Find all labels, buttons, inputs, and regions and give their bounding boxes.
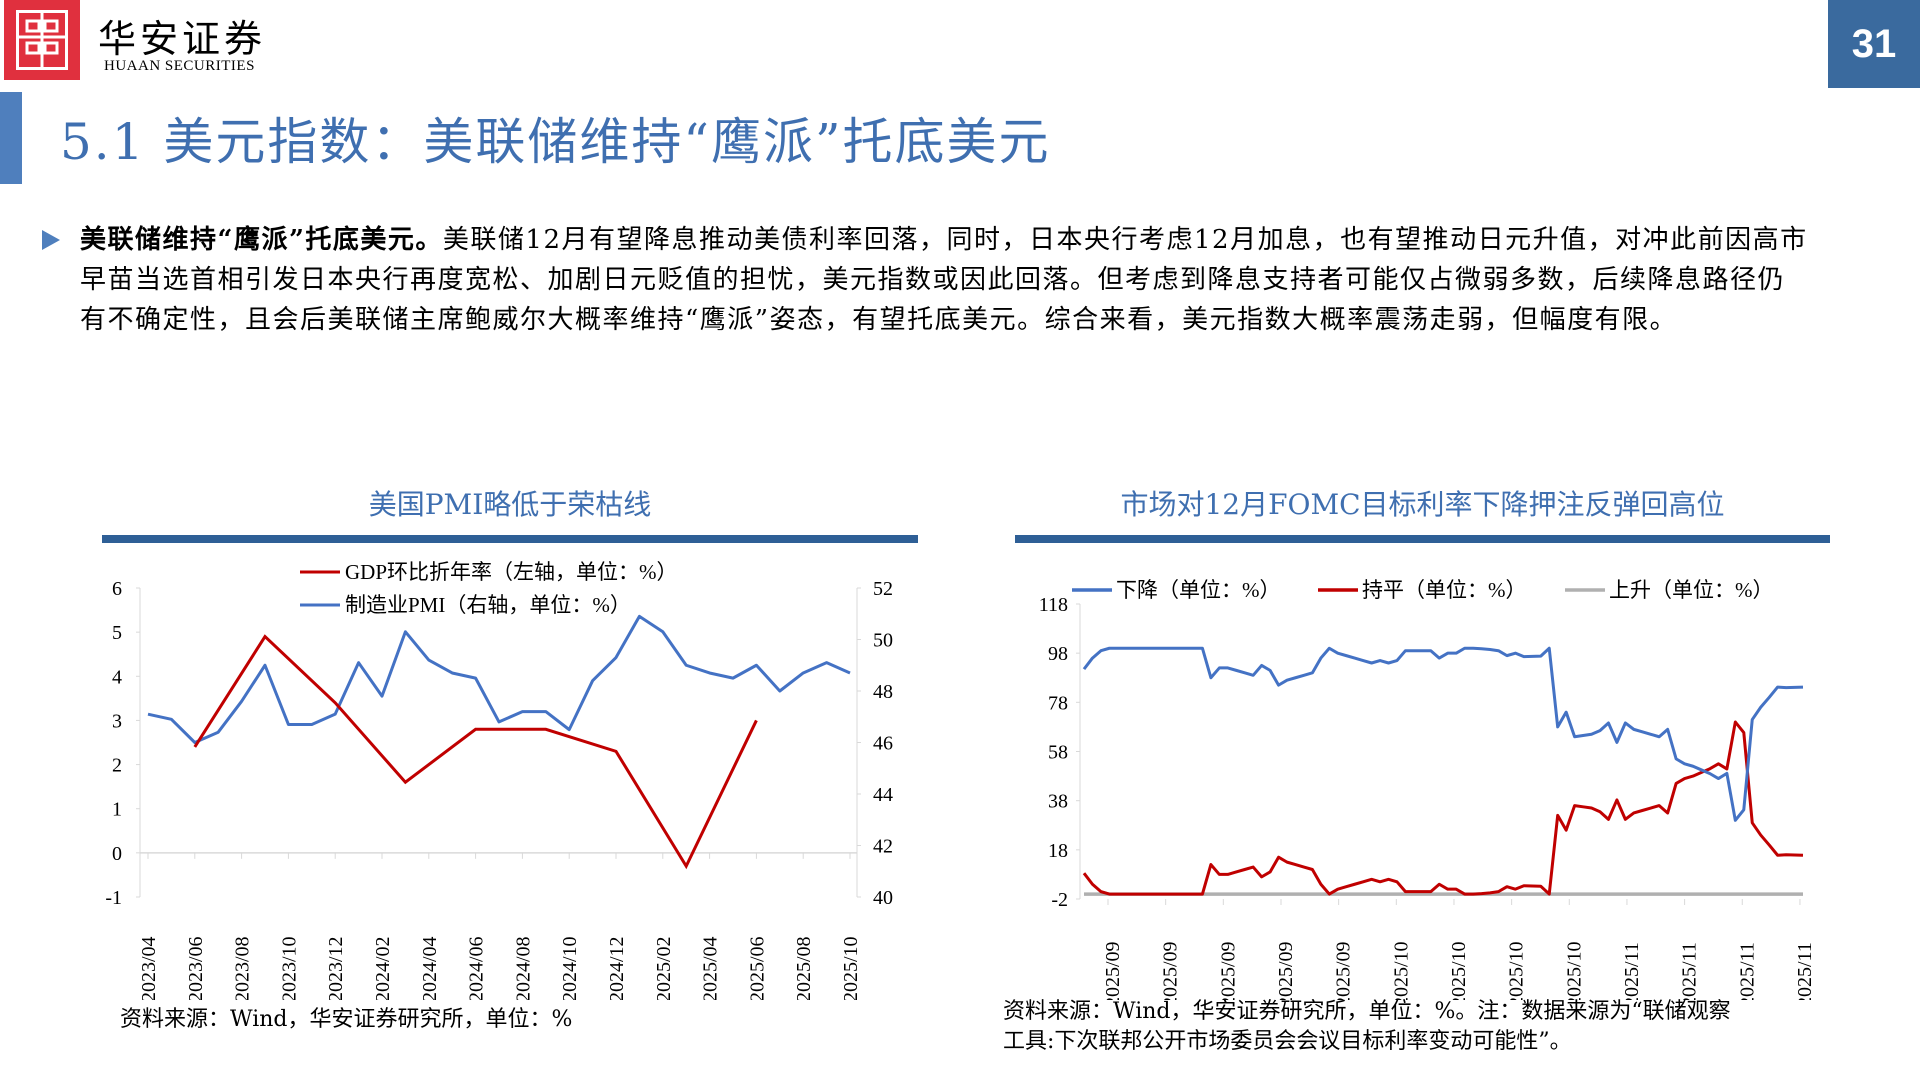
x-tick-label: 2025/09 (1275, 941, 1297, 1000)
x-tick-label: 2024/10 (559, 936, 581, 1000)
x-tick-label: 2025/11 (1736, 942, 1758, 1000)
x-tick-label: 2025/10 (1390, 941, 1412, 1000)
x-tick-label: 2025/09 (1333, 941, 1355, 1000)
right-y-tick: 50 (873, 630, 893, 652)
title-accent-bar (0, 92, 22, 184)
left-y-tick: -1 (105, 887, 122, 909)
x-tick-label: 2025/08 (793, 936, 815, 1000)
x-tick-label: 2025/11 (1794, 942, 1816, 1000)
x-tick-label: 2025/04 (700, 936, 722, 1000)
logo-english-name: HUAAN SECURITIES (104, 58, 255, 74)
x-tick-label: 2025/06 (746, 936, 768, 1000)
x-tick-label: 2023/04 (138, 936, 160, 1000)
y-tick: 38 (1048, 791, 1068, 813)
hold-line (1082, 720, 1804, 896)
x-tick-label: 2025/10 (840, 936, 862, 1000)
logo-glyph-icon (16, 10, 68, 70)
summary-body: 美联储12月有望降息推动美债利率回落，同时，日本央行考虑12月加息，也有望推动日… (80, 225, 1808, 335)
right-y-tick: 48 (873, 681, 893, 703)
bullet-arrow-icon (42, 230, 60, 250)
x-tick-label: 2025/11 (1679, 942, 1701, 1000)
y-tick: 18 (1048, 840, 1068, 862)
left-y-tick: 5 (112, 622, 122, 644)
summary-lead: 美联储维持“鹰派”托底美元。 (80, 225, 443, 255)
y-tick: 98 (1048, 643, 1068, 665)
y-tick: -2 (1051, 889, 1068, 911)
right-y-tick: 52 (873, 578, 893, 600)
legend-label: 上升（单位：%） (1609, 578, 1774, 602)
x-tick-label: 2025/09 (1217, 941, 1239, 1000)
right-chart-source-line1: 资料来源：Wind，华安证券研究所，单位：%。注：数据来源为“联储观察 (1003, 999, 1731, 1024)
right-y-tick: 46 (873, 733, 893, 755)
legend-gdp-label: GDP环比折年率（左轴，单位：%） (345, 560, 678, 584)
left-y-tick: 0 (112, 843, 122, 865)
y-tick: 58 (1048, 742, 1068, 764)
left-chart: -1 0 1 2 3 4 5 6 40 42 44 46 48 50 52 2023/04 2023/06 202… (105, 560, 893, 1000)
y-tick: 78 (1048, 692, 1068, 714)
x-tick-label: 2024/06 (466, 936, 488, 1000)
x-tick-label: 2025/11 (1621, 942, 1643, 1000)
x-tick-label: 2023/06 (185, 936, 207, 1000)
left-chart-source: 资料来源：Wind，华安证券研究所，单位：% (120, 1007, 573, 1032)
x-tick-label: 2025/09 (1102, 941, 1124, 1000)
left-chart-rule (102, 535, 918, 543)
right-y-tick: 40 (873, 887, 893, 909)
x-tick-label: 2024/12 (606, 936, 628, 1000)
x-tick-label: 2025/02 (653, 936, 675, 1000)
left-y-tick: 3 (112, 710, 122, 732)
x-tick-label: 2023/12 (325, 936, 347, 1000)
x-tick-label: 2025/10 (1448, 941, 1470, 1000)
x-tick-label: 2024/04 (419, 936, 441, 1000)
right-chart: -2 18 38 58 78 98 118 2025/09 2025/09 2025/09 2025… (1039, 578, 1816, 1000)
gdp-line (193, 634, 758, 870)
y-tick: 118 (1039, 594, 1068, 616)
right-y-tick: 44 (873, 784, 893, 806)
right-chart-rule (1015, 535, 1830, 543)
x-tick-label: 2025/10 (1563, 941, 1585, 1000)
left-chart-title: 美国PMI略低于荣枯线 (368, 488, 652, 521)
legend-label: 下降（单位：%） (1116, 578, 1281, 602)
logo-chinese-name: 华安证券 (98, 17, 267, 61)
logo-mark (4, 0, 80, 80)
right-chart-source-line2: 工具:下次联邦公开市场委员会会议目标利率变动可能性”。 (1003, 1029, 1572, 1054)
x-tick-label: 2025/10 (1506, 941, 1528, 1000)
cut-line (1082, 646, 1804, 822)
left-y-tick: 6 (112, 578, 122, 600)
x-tick-label: 2025/09 (1160, 941, 1182, 1000)
left-y-tick: 4 (112, 666, 122, 688)
page-number: 31 (1828, 0, 1920, 88)
x-tick-label: 2024/02 (372, 936, 394, 1000)
left-y-tick: 1 (112, 799, 122, 821)
page-title: 5.1 美元指数：美联储维持“鹰派”托底美元 (60, 113, 1051, 171)
x-tick-label: 2023/08 (232, 936, 254, 1000)
summary-paragraph: 美联储维持“鹰派”托底美元。美联储12月有望降息推动美债利率回落，同时，日本央行… (80, 220, 1810, 340)
right-chart-title: 市场对12月FOMC目标利率下降押注反弹回高位 (1120, 488, 1725, 521)
x-tick-label: 2023/10 (278, 936, 300, 1000)
pmi-line (147, 614, 851, 744)
right-y-tick: 42 (873, 836, 893, 858)
x-tick-label: 2024/08 (512, 936, 534, 1000)
legend-label: 持平（单位：%） (1362, 578, 1527, 602)
legend-pmi-label: 制造业PMI（右轴，单位：%） (345, 593, 631, 617)
left-y-tick: 2 (112, 755, 122, 777)
